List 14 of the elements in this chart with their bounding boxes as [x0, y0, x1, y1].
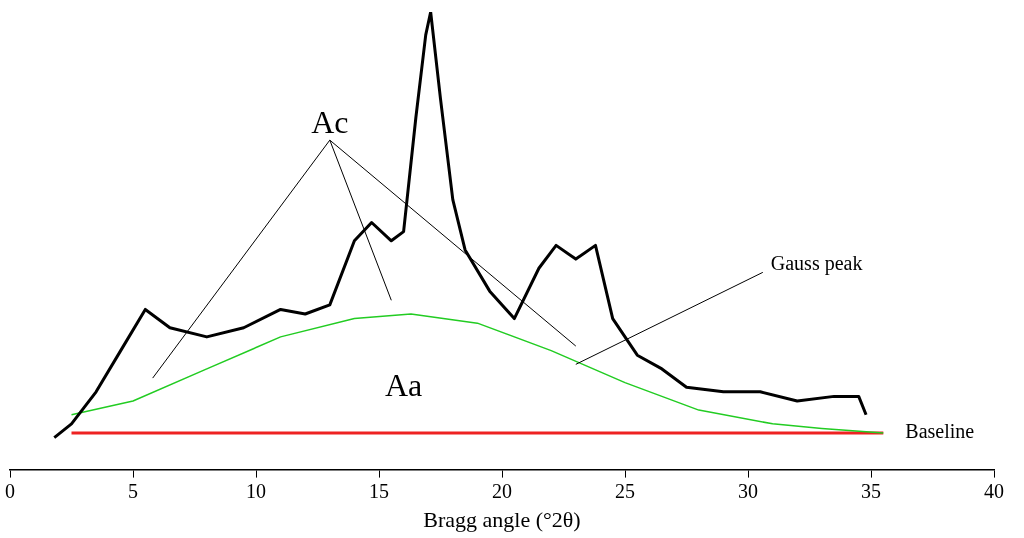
annotation: Aa — [384, 366, 423, 403]
x-tick-label: 35 — [861, 479, 881, 502]
x-tick-label: 10 — [246, 479, 266, 502]
x-tick-label: 40 — [984, 479, 1004, 502]
x-tick-label: 25 — [615, 479, 635, 502]
annotation: Gauss peak — [770, 251, 863, 275]
x-tick-label: 5 — [128, 479, 138, 502]
x-tick-label: 20 — [492, 479, 512, 502]
x-tick-label: 0 — [5, 479, 15, 502]
x-tick-label: 30 — [738, 479, 758, 502]
annotation: Baseline — [905, 420, 975, 443]
x-axis-title: Bragg angle (°2θ) — [423, 506, 581, 532]
x-tick-label: 15 — [369, 479, 389, 502]
annotation: Ac — [311, 103, 349, 140]
